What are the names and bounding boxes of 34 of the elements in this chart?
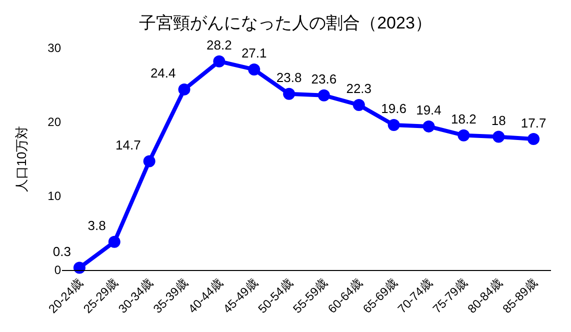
y-tick-label: 10 bbox=[48, 189, 62, 204]
data-label: 0.3 bbox=[52, 244, 71, 260]
point bbox=[352, 98, 365, 111]
data-label: 28.2 bbox=[206, 38, 232, 53]
point bbox=[422, 120, 435, 132]
point bbox=[492, 130, 505, 143]
y-tick-label: 0 bbox=[54, 263, 62, 278]
y-tick-label: 30 bbox=[48, 41, 62, 56]
point bbox=[528, 133, 540, 146]
point bbox=[108, 236, 120, 248]
data-label: 23.6 bbox=[311, 72, 337, 87]
data-label: 18.2 bbox=[451, 112, 476, 127]
data-label: 3.8 bbox=[88, 218, 106, 234]
point bbox=[458, 129, 470, 142]
y-axis-title: 人口10万対 bbox=[14, 126, 29, 192]
point bbox=[213, 55, 226, 68]
data-label: 24.4 bbox=[150, 66, 176, 81]
data-label: 17.7 bbox=[520, 115, 546, 130]
data-label: 22.3 bbox=[346, 81, 372, 96]
point bbox=[248, 63, 260, 76]
data-label: 19.4 bbox=[416, 102, 442, 118]
data-label: 23.8 bbox=[276, 70, 302, 86]
data-label: 14.7 bbox=[116, 137, 141, 152]
point bbox=[388, 118, 400, 131]
point bbox=[143, 155, 156, 168]
point bbox=[178, 83, 190, 96]
chart-title: 子宮頸がんになった人の割合（2023） bbox=[139, 14, 432, 32]
data-label: 19.6 bbox=[381, 101, 406, 116]
point bbox=[73, 262, 86, 274]
data-label: 18 bbox=[491, 113, 506, 128]
y-tick-label: 20 bbox=[48, 115, 62, 130]
point bbox=[318, 89, 330, 102]
point bbox=[283, 88, 296, 100]
data-label: 27.1 bbox=[241, 46, 267, 61]
